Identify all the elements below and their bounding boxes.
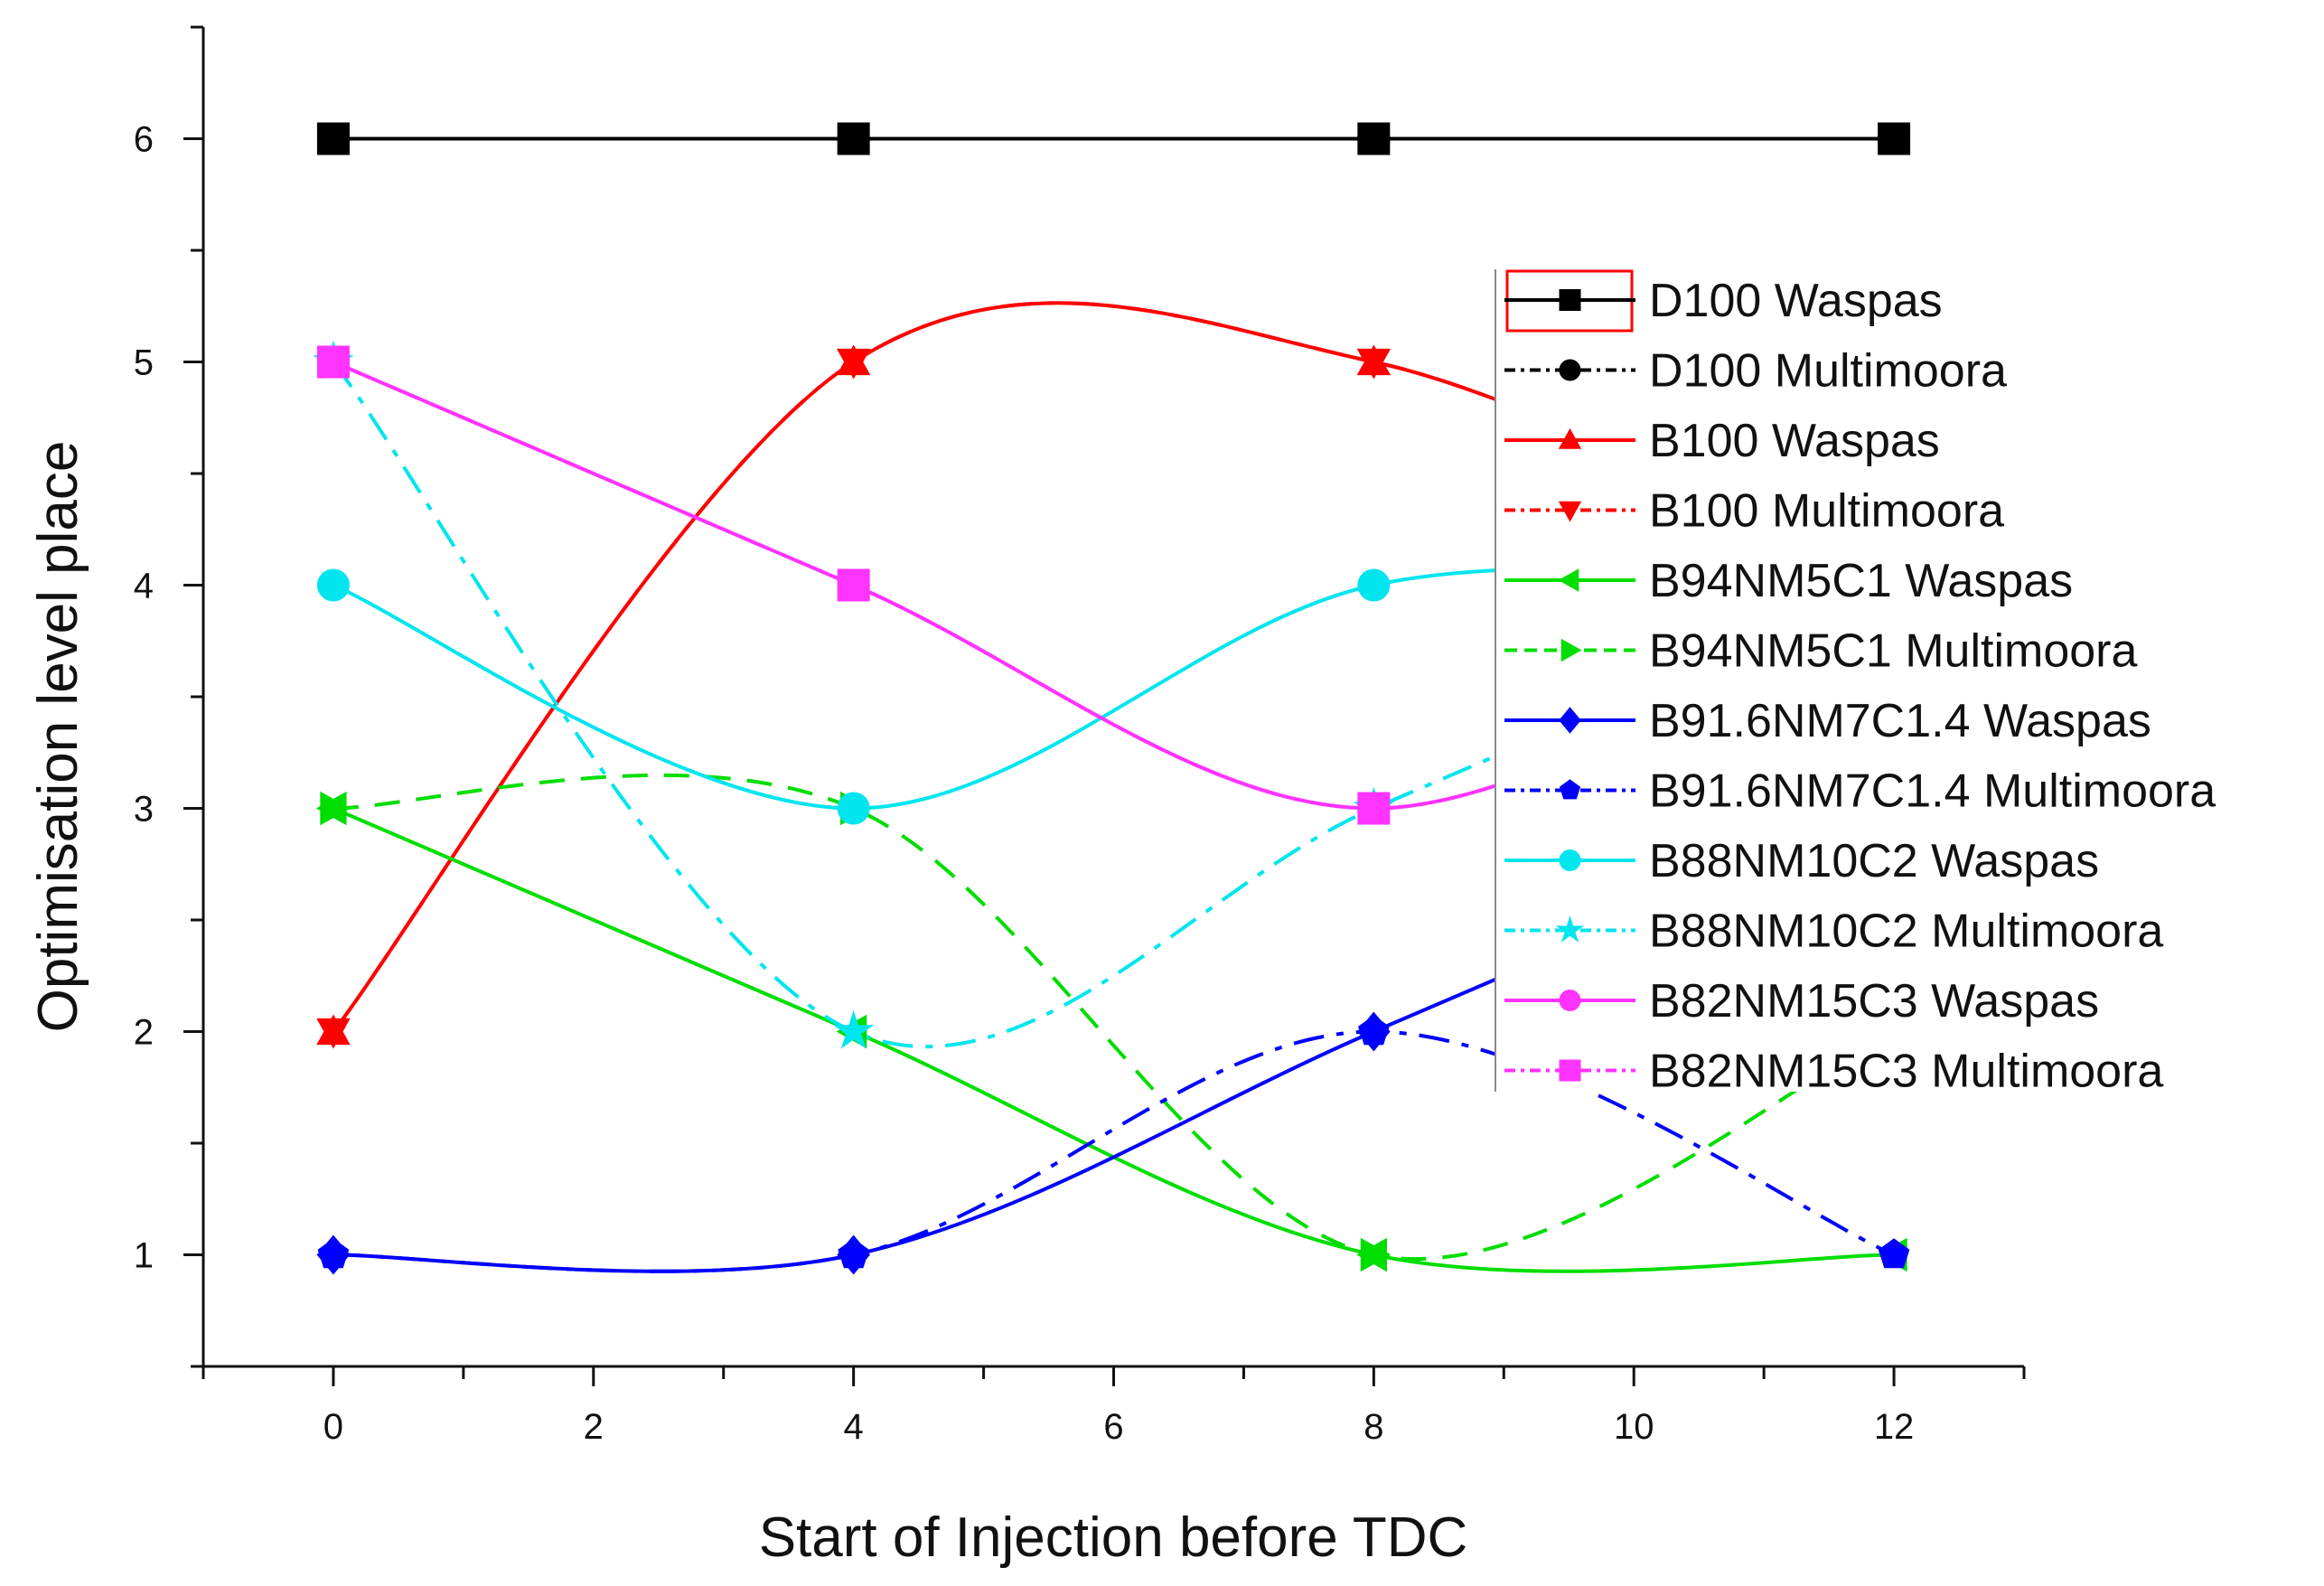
series-line [333,1029,1895,1273]
x-tick-label: 12 [1874,1407,1915,1447]
legend-label: B91.6NM7C1.4 Multimoora [1649,765,2216,818]
x-axis-title: Start of Injection before TDC [759,1506,1468,1569]
legend-marker [1559,289,1581,311]
legend-label: B88NM10C2 Waspas [1649,835,2099,887]
series-line [333,806,1895,1273]
legend-marker [1559,1059,1581,1082]
legend-label: B88NM10C2 Multimoora [1649,906,2163,958]
legend-label: B94NM5C1 Multimoora [1649,625,2137,678]
legend-label: B91.6NM7C1.4 Waspas [1649,695,2151,747]
x-tick-label: 6 [1103,1407,1123,1447]
legend-marker [1558,427,1582,449]
legend-label: B94NM5C1 Waspas [1649,555,2073,607]
legend-marker [1555,915,1585,943]
legend-label: B82NM15C3 Waspas [1649,975,2099,1028]
x-tick-label: 2 [584,1407,604,1447]
data-point [317,1238,350,1269]
legend-label: D100 Multimoora [1649,345,2007,398]
legend-marker [1558,501,1582,522]
y-tick-label: 4 [134,567,154,606]
legend-marker [1558,568,1579,592]
data-point [316,345,350,379]
data-point [316,1018,351,1049]
data-point [1357,792,1391,825]
y-tick-label: 3 [134,790,154,830]
legend-marker [1559,779,1581,800]
legend-box [1495,269,2324,1092]
data-point [1360,1237,1392,1272]
series-line [333,773,1895,1262]
legend-label: B100 Waspas [1649,415,1940,467]
data-point [838,1238,869,1269]
data-point [837,792,870,825]
legend-marker [1559,707,1581,734]
x-tick-label: 8 [1363,1407,1383,1447]
data-point [320,791,351,826]
data-point [1356,348,1392,380]
legend-marker [1559,849,1581,871]
x-tick-label: 0 [323,1407,343,1447]
x-tick-label: 4 [844,1407,864,1447]
legend-marker [1560,638,1582,662]
legend-label: B82NM15C3 Multimoora [1649,1046,2163,1098]
x-tick-label: 10 [1614,1407,1654,1447]
y-axis-title: Optimisation level place [27,441,89,1033]
y-tick-label: 5 [134,343,154,383]
legend-label: D100 Waspas [1649,275,1943,327]
y-tick-label: 6 [134,120,154,160]
data-point [316,122,350,155]
y-tick-label: 1 [134,1236,154,1276]
legend-items: D100 Waspas D100 Multimoora B100 Waspas B10… [1504,269,2216,1098]
data-point [1878,122,1911,155]
data-point [837,122,870,155]
data-point [836,348,871,380]
legend: D100 Waspas D100 Multimoora B100 Waspas B10… [1495,269,2324,1098]
legend-marker [1559,990,1581,1011]
legend-label: B100 Multimoora [1649,485,2004,538]
y-tick-label: 2 [134,1013,154,1053]
data-point [316,568,350,602]
data-point [837,568,870,602]
data-point [1878,1238,1910,1269]
data-point [1358,1015,1390,1046]
data-point [833,1009,875,1049]
data-point [1357,568,1391,602]
data-point [1357,122,1391,155]
legend-marker [1559,359,1581,381]
